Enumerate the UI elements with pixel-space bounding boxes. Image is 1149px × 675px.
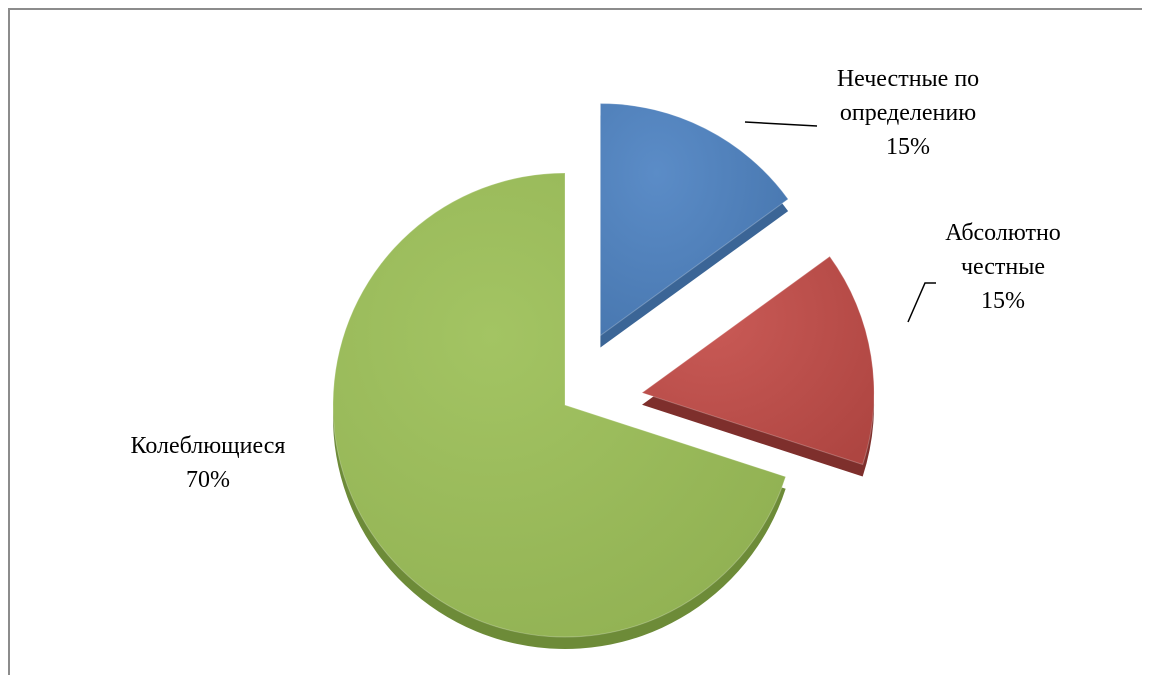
data-label-value-3: 70% [186, 467, 230, 493]
leader-line-1 [744, 121, 818, 127]
data-label-text-2: Абсолютно [945, 220, 1061, 246]
data-label-text-2: честные [961, 254, 1045, 280]
data-label-value-2: 15% [981, 288, 1025, 314]
pie-slice-нечестные-по-определению [599, 103, 789, 337]
pie-slice-абсолютно-честные [640, 255, 875, 466]
data-label-value-1: 15% [886, 134, 930, 160]
chart-frame [8, 8, 1142, 675]
leader-line-2 [907, 282, 936, 323]
data-label-text-3: Колеблющиеся [131, 433, 286, 459]
pie-slice-колеблющиеся [332, 172, 787, 638]
data-label-text-1: определению [840, 100, 976, 126]
data-label-text-1: Нечестные по [837, 66, 979, 92]
